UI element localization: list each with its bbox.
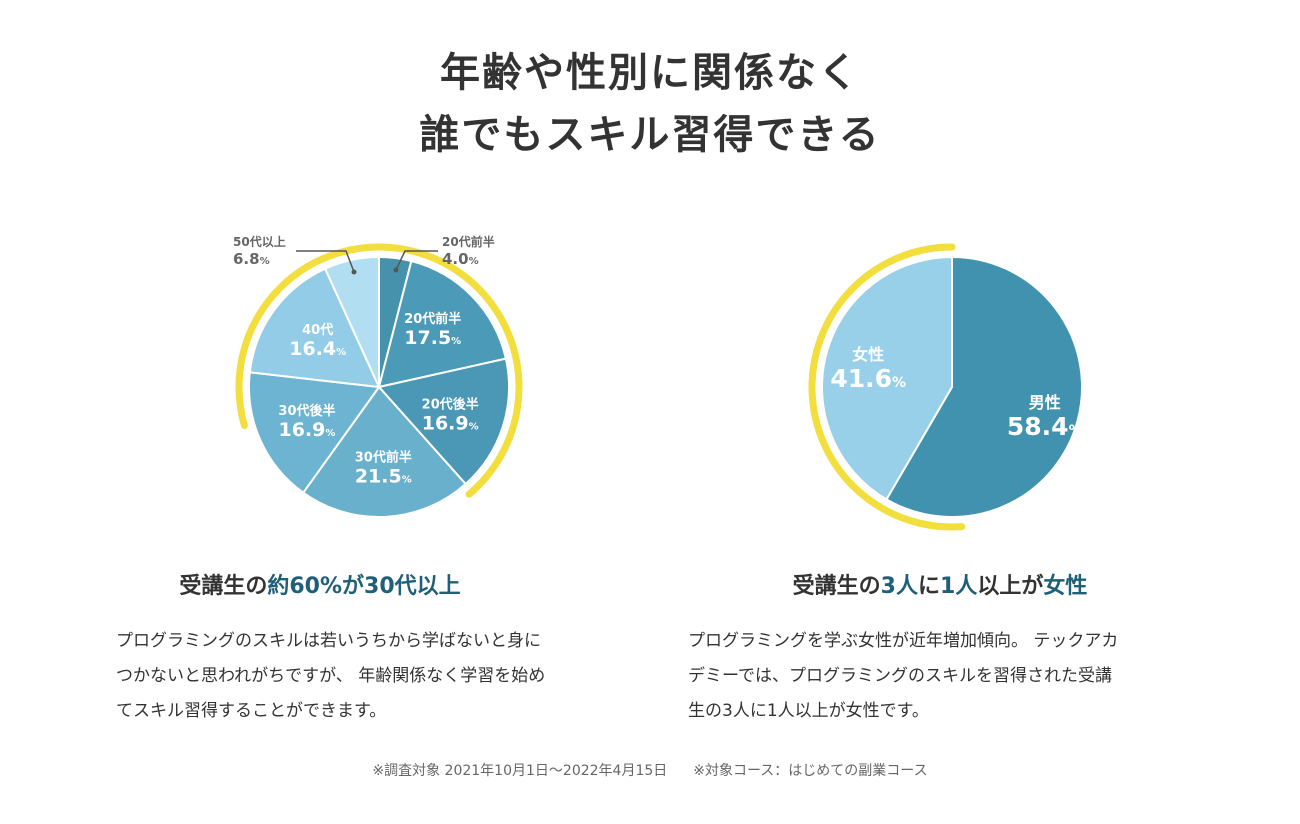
gender-description: プログラミングを学ぶ女性が近年増加傾向。 テックアカ デミーでは、プログラミング…	[688, 624, 1188, 729]
callout-20s-early-leader-line	[395, 250, 438, 271]
age-description: プログラミングのスキルは若いうちから学ばないと身に つかないと思われがちですが、…	[116, 624, 616, 729]
age-description-line: つかないと思われがちですが、 年齢関係なく学習を始め	[116, 666, 546, 686]
pie-0-slice-3	[301, 385, 467, 518]
pie-0-slice-2	[377, 357, 510, 486]
age-description-line: てスキル習得することができます。	[116, 701, 387, 721]
pie-1-slice-0	[885, 255, 1083, 518]
headline: 年齢や性別に関係なく 誰でもスキル習得できる	[0, 42, 1300, 166]
pie-0-label-1-value: 17.5%	[404, 327, 461, 349]
gender-heading-highlight-3: 女性	[1043, 574, 1088, 599]
pie-0-label-2-value: 16.9%	[422, 412, 479, 434]
callout-50s-category: 50代以上	[233, 234, 286, 249]
callout-50s-value: 6.8%	[233, 250, 270, 268]
footnote-target-course: ※対象コース：はじめての副業コース	[693, 763, 928, 779]
pie-1-accent-ring	[808, 243, 966, 531]
pie-0-slice-1	[377, 259, 508, 389]
callout-50s-leader-line	[296, 250, 355, 273]
gender-heading-highlight-1: 3人	[880, 574, 918, 599]
callout-20s-early-category: 20代前半	[442, 234, 495, 249]
pie-charts: 20代前半17.5%20代後半16.9%30代前半21.5%30代後半16.9%…	[233, 234, 1083, 531]
callout-20s-early-value: 4.0%	[442, 250, 479, 268]
gender-heading-mid-2: 以上が	[977, 574, 1044, 599]
pie-0-slice-5	[248, 267, 381, 389]
footnote-survey-period: ※調査対象 2021年10月1日〜2022年4月15日	[372, 763, 668, 779]
pie-1-slice-1	[821, 255, 953, 501]
age-heading-prefix: 受講生の	[179, 574, 268, 599]
pie-1-label-1-category: 女性	[852, 345, 884, 364]
pie-0-label-5-category: 40代	[302, 322, 333, 338]
pie-0-slice-4	[248, 371, 381, 495]
age-heading: 受講生の約60%が30代以上	[60, 568, 580, 600]
gender-heading-highlight-2: 1人	[940, 574, 978, 599]
headline-line-2: 誰でもスキル習得できる	[419, 112, 881, 158]
pie-0-label-2-category: 20代後半	[422, 396, 479, 412]
age-description-line: プログラミングのスキルは若いうちから学ばないと身に	[116, 631, 541, 651]
pie-0-label-1-category: 20代前半	[404, 311, 461, 327]
gender-description-line: プログラミングを学ぶ女性が近年増加傾向。 テックアカ	[688, 631, 1119, 651]
gender-heading-mid: に	[917, 574, 940, 599]
pie-0-label-4-category: 30代後半	[278, 403, 335, 419]
footnote: ※調査対象 2021年10月1日〜2022年4月15日 ※対象コース：はじめての副…	[0, 760, 1300, 780]
callout-50s-leader-dot	[351, 269, 357, 275]
gender-heading-prefix: 受講生の	[792, 574, 881, 599]
pie-0-slice-6	[323, 255, 380, 388]
pie-1-label-0-category: 男性	[1029, 393, 1061, 412]
callout-20s-early-leader-dot	[393, 267, 399, 273]
pie-0-label-5-value: 16.4%	[289, 338, 346, 360]
gender-description-line: デミーでは、プログラミングのスキルを習得された受講	[688, 666, 1112, 686]
pie-0-accent-ring	[235, 243, 523, 498]
pie-0-label-4-value: 16.9%	[278, 419, 335, 441]
age-heading-highlight: 約60%が30代以上	[267, 574, 461, 599]
pie-0-label-3-value: 21.5%	[355, 465, 412, 487]
gender-heading: 受講生の3人に1人以上が女性	[680, 568, 1200, 600]
pie-0-label-3-category: 30代前半	[355, 449, 412, 465]
gender-description-line: 生の3人に1人以上が女性です。	[688, 701, 929, 721]
headline-line-1: 年齢や性別に関係なく	[440, 50, 860, 96]
